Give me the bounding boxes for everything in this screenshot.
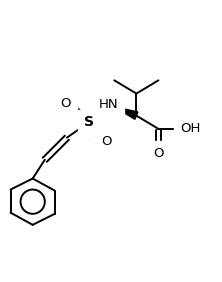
Text: O: O	[61, 97, 71, 110]
Text: S: S	[84, 115, 94, 129]
Text: O: O	[153, 147, 164, 160]
Text: HN: HN	[99, 98, 119, 111]
Text: O: O	[101, 135, 112, 148]
Polygon shape	[114, 107, 138, 119]
Text: OH: OH	[180, 122, 200, 135]
